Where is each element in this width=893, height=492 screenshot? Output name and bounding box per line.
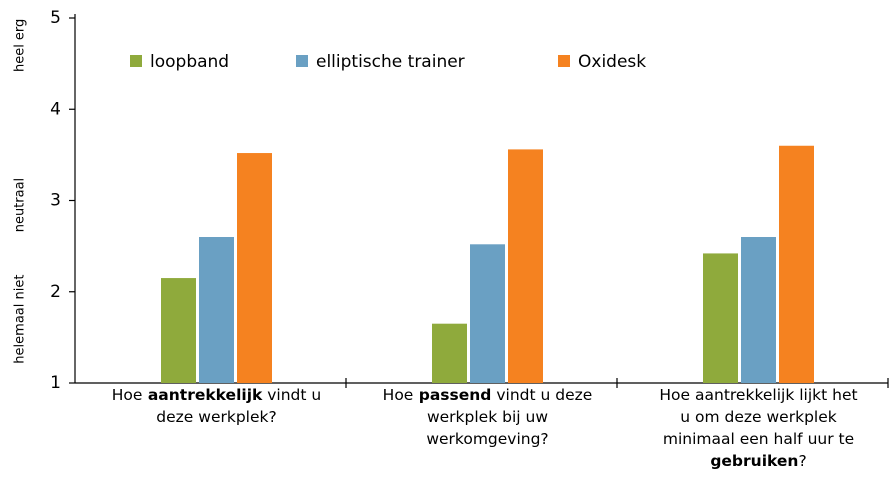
- legend-swatch: [130, 55, 142, 67]
- bar: [432, 323, 467, 383]
- label-word: deze: [720, 408, 762, 426]
- label-word: te: [834, 430, 855, 448]
- x-tick-label: Hoe aantrekkelijk lijkt het u om deze wer…: [659, 386, 857, 470]
- label-word: uw: [521, 408, 549, 426]
- label-word: werkplek: [762, 408, 837, 426]
- legend-label: elliptische trainer: [316, 52, 465, 72]
- bar: [703, 253, 738, 383]
- legend-swatch: [296, 55, 308, 67]
- y-tick-label: 3: [50, 191, 61, 211]
- bar: [199, 237, 234, 383]
- y-annotation: heel erg: [13, 19, 28, 72]
- label-word: Hoe: [112, 386, 143, 404]
- label-word: aantrekkelijk: [142, 386, 263, 404]
- bar: [779, 145, 814, 383]
- label-word: lijkt: [794, 386, 827, 404]
- label-word: vindt: [491, 386, 535, 404]
- label-word: het: [827, 386, 857, 404]
- label-word: deze: [550, 386, 592, 404]
- x-tick-label: Hoe passend vindt u deze werkplek bij uw w…: [383, 386, 593, 448]
- label-word: werkomgeving?: [426, 430, 548, 448]
- x-tick-label: Hoe aantrekkelijk vindt u deze werkplek?: [112, 386, 322, 426]
- legend-swatch: [558, 55, 570, 67]
- y-tick-label: 4: [50, 99, 61, 119]
- bar: [237, 153, 272, 383]
- label-word: Hoe: [659, 386, 690, 404]
- label-word: gebruiken: [710, 452, 798, 470]
- bar: [161, 278, 196, 383]
- label-word: aantrekkelijk: [690, 386, 794, 404]
- label-word: bij: [497, 408, 520, 426]
- y-tick-label: 1: [50, 373, 61, 393]
- label-word: deze: [156, 408, 193, 426]
- label-word: passend: [413, 386, 491, 404]
- y-annotation: helemaal niet: [13, 275, 28, 364]
- label-word: u: [536, 386, 551, 404]
- y-tick-label: 2: [50, 282, 61, 302]
- label-word: u: [306, 386, 321, 404]
- label-word: Hoe: [383, 386, 414, 404]
- legend-label: Oxidesk: [578, 52, 646, 72]
- bar: [508, 149, 543, 383]
- label-word: vindt: [262, 386, 306, 404]
- label-word: minimaal: [663, 430, 735, 448]
- label-word: werkplek?: [193, 408, 276, 426]
- y-tick-label: 5: [50, 8, 61, 28]
- label-word: u: [680, 408, 690, 426]
- y-annotation: neutraal: [13, 178, 28, 232]
- bar: [741, 237, 776, 383]
- label-word: uur: [803, 430, 835, 448]
- label-word: om: [690, 408, 720, 426]
- label-word: een: [735, 430, 769, 448]
- bar: [470, 244, 505, 383]
- label-word: ?: [798, 452, 806, 470]
- legend-label: loopband: [150, 52, 229, 72]
- label-word: werkplek: [427, 408, 497, 426]
- label-word: half: [769, 430, 804, 448]
